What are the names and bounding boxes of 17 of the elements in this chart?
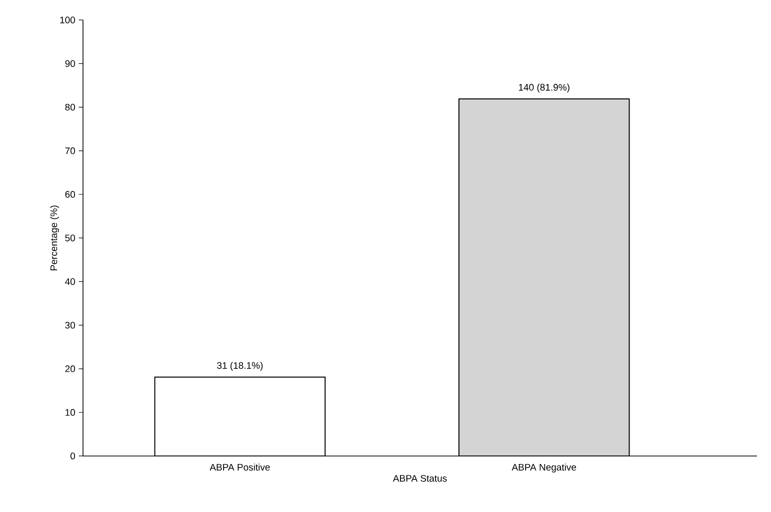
y-tick-label: 100	[60, 16, 76, 24]
y-tick-label: 30	[65, 322, 76, 329]
y-axis-title: Percentage (%)	[50, 206, 60, 270]
x-axis-title: ABPA Status	[392, 474, 447, 482]
y-tick-label: 80	[65, 104, 76, 111]
y-tick-label: 70	[65, 147, 76, 154]
y-tick-label: 20	[65, 365, 76, 372]
x-tick-label: ABPA Positive	[210, 464, 270, 471]
y-tick-label: 60	[65, 191, 76, 198]
y-tick-label: 10	[66, 409, 76, 416]
y-tick-label: 90	[65, 60, 76, 67]
x-tick-label: ABPA Negative	[512, 464, 576, 472]
data-label: 31 (18.1%)	[217, 362, 263, 371]
y-tick-label: 0	[70, 452, 76, 460]
y-tick-label: 50	[65, 234, 76, 242]
data-label: 140 (81.9%)	[518, 84, 570, 93]
y-tick-label: 40	[65, 278, 76, 285]
